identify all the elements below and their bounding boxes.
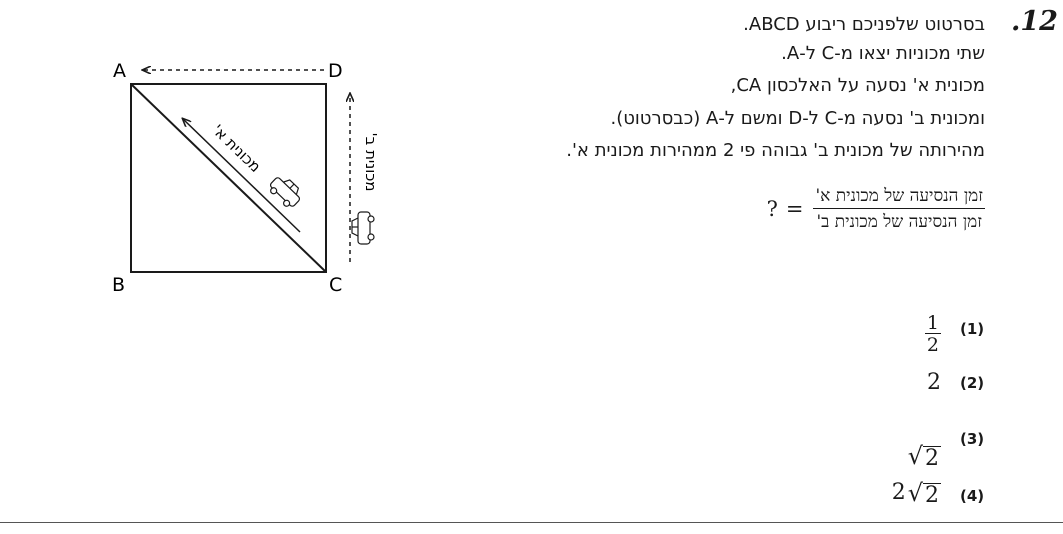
option-4-radicand: 2	[923, 483, 941, 508]
option-4-label[interactable]: (4)	[960, 487, 985, 505]
fraction-denominator: זמן הנסיעה של מכונית ב'	[816, 212, 982, 232]
car-a-icon	[269, 177, 301, 207]
time-ratio-fraction: זמן הנסיעה של מכונית א' זמן הנסיעה של מכ…	[813, 186, 985, 232]
option-3-label[interactable]: (3)	[960, 430, 985, 448]
question-line-1: בסרטוט שלפניכם ריבוע ABCD.	[743, 14, 985, 35]
equals-sign: =	[785, 197, 804, 221]
square-abcd	[130, 83, 327, 273]
question-line-2: שתי מכוניות יצאו מ-C ל-A.	[781, 43, 985, 64]
vertex-label-b: B	[112, 274, 125, 296]
vertex-label-a: A	[113, 60, 126, 82]
question-line-5: מהירותה של מכונית ב' גבוהה פי 2 ממהירות …	[566, 140, 985, 161]
fraction-numerator: זמן הנסיעה של מכונית א'	[813, 186, 985, 209]
option-4-coefficient: 2	[891, 480, 906, 505]
vertex-label-c: C	[329, 274, 342, 296]
question-number: .12	[1011, 6, 1058, 37]
option-2-value: 2	[927, 370, 941, 395]
radical-sign-icon: √	[907, 442, 923, 470]
option-1-fraction: 1 2	[924, 312, 941, 356]
option-1-numerator: 1	[924, 312, 941, 334]
option-3-radicand: 2	[923, 446, 941, 471]
question-mark: ?	[766, 197, 778, 221]
option-4-sqrt: 2 √ 2	[892, 480, 941, 508]
option-3-value: √ 2	[908, 424, 941, 471]
question-line-4: ומכונית ב' נסעה מ-C ל-D ומשם ל-A (כבסרטו…	[610, 108, 985, 129]
option-2-label[interactable]: (2)	[960, 374, 985, 392]
option-4-value: 2 √ 2	[892, 480, 941, 508]
vertex-label-d: D	[328, 60, 343, 82]
car-b-label: מכונית ב'	[362, 133, 380, 192]
page-bottom-divider	[0, 522, 1063, 523]
option-3-sqrt: √ 2	[908, 443, 941, 471]
diagonal-ca	[130, 83, 327, 273]
ratio-expression: ? = זמן הנסיעה של מכונית א' זמן הנסיעה ש…	[767, 186, 985, 232]
question-line-3: מכונית א' נסעה על האלכסון CA,	[730, 75, 985, 96]
option-1-value: 1 2	[924, 310, 941, 356]
option-1-label[interactable]: (1)	[960, 320, 985, 338]
radical-sign-icon: √	[907, 479, 923, 507]
car-b-icon	[351, 211, 375, 245]
car-a-path-arrow	[183, 119, 301, 233]
option-1-denominator: 2	[926, 334, 939, 356]
